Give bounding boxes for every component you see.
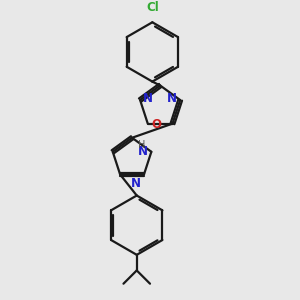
Text: N: N [131, 177, 141, 190]
Text: Cl: Cl [146, 2, 159, 14]
Text: N: N [138, 145, 148, 158]
Text: N: N [143, 92, 153, 105]
Text: N: N [167, 92, 177, 105]
Text: O: O [152, 118, 162, 131]
Text: H: H [137, 140, 145, 150]
